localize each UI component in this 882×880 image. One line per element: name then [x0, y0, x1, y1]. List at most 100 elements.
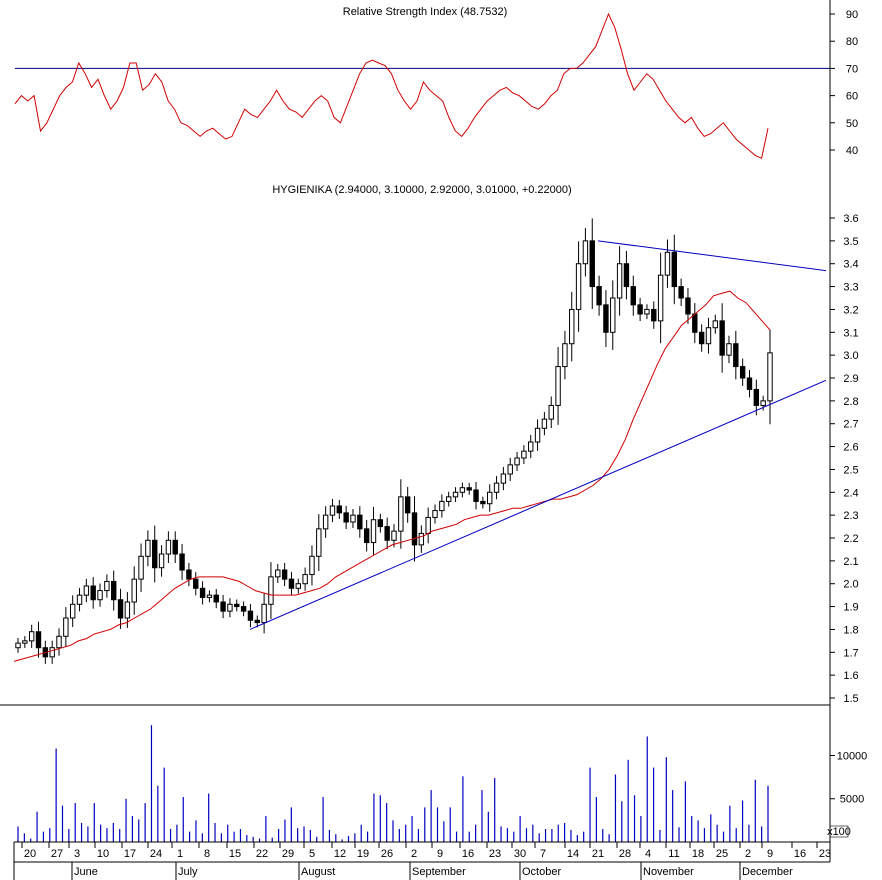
- price-tick-label: 1.5: [843, 693, 858, 705]
- candle-body: [445, 496, 452, 502]
- candle: [302, 567, 308, 591]
- candle-body: [534, 427, 541, 443]
- candle-body: [671, 251, 677, 288]
- candle: [261, 593, 267, 634]
- candle: [377, 513, 384, 533]
- candle-body: [302, 574, 308, 585]
- candle-body: [541, 418, 548, 429]
- x-tick-label: 27: [51, 848, 63, 860]
- candle-body: [145, 539, 151, 557]
- price-tick-label: 2.5: [843, 464, 858, 476]
- candle: [596, 275, 602, 316]
- candle: [514, 451, 520, 471]
- candle-body: [22, 640, 28, 644]
- candle: [322, 506, 329, 538]
- candle: [69, 595, 76, 627]
- candle-body: [657, 274, 664, 322]
- candle-body: [521, 450, 527, 459]
- candle-body: [254, 619, 260, 624]
- candle-body: [83, 585, 90, 596]
- x-tick-label: 19: [357, 848, 369, 860]
- candle-body: [206, 594, 213, 598]
- candle: [534, 419, 541, 451]
- candle-body: [726, 343, 732, 356]
- candle: [678, 278, 684, 306]
- candle: [562, 330, 568, 380]
- candle: [131, 566, 137, 615]
- candle-body: [411, 512, 418, 546]
- candle: [637, 297, 643, 322]
- candle: [275, 563, 281, 583]
- candle: [767, 329, 773, 425]
- candle: [172, 531, 178, 563]
- x-tick-label: 9: [767, 848, 773, 860]
- candle-body: [186, 569, 192, 580]
- candle: [179, 544, 185, 580]
- candle-body: [637, 304, 643, 315]
- candle: [56, 628, 62, 656]
- x-tick-label: 30: [514, 848, 526, 860]
- candle-body: [152, 539, 158, 569]
- candle-body: [575, 263, 582, 310]
- candle-body: [404, 496, 411, 514]
- candle: [692, 303, 698, 344]
- candle-body: [685, 297, 691, 315]
- candle-body: [165, 539, 172, 555]
- candle-body: [90, 585, 96, 601]
- price-tick-label: 3.3: [843, 282, 858, 294]
- candle: [186, 562, 192, 587]
- candle: [343, 505, 349, 530]
- price-tick-label: 2.8: [843, 396, 858, 408]
- rsi-tick-label: 40: [846, 145, 858, 157]
- candle-body: [384, 526, 390, 541]
- candle-body: [493, 482, 500, 493]
- candle: [63, 607, 69, 648]
- candle-body: [193, 578, 199, 589]
- candle: [281, 562, 288, 587]
- candle: [104, 574, 110, 598]
- price-tick-label: 2.0: [843, 579, 858, 591]
- price-y-axis: 1.5 1.6 1.7 1.8 1.9 2.0 2.1 2.2 2.3 2.4 2.5 2.6 2.7 2…: [830, 213, 859, 705]
- month-label: November: [643, 866, 694, 878]
- candle-body: [261, 603, 267, 624]
- x-tick-label: 21: [592, 848, 604, 860]
- candle-body: [582, 240, 589, 265]
- candle: [644, 304, 650, 320]
- candle: [589, 218, 595, 309]
- candle: [418, 525, 425, 553]
- x-tick-labels: 20 27 3 10 17 24 1 8 15 22 29 5 12 19 26 2 9 16 23 30 7 14 21 2…: [21, 842, 831, 860]
- candle: [97, 583, 103, 607]
- x-tick-label: 5: [309, 848, 315, 860]
- candle: [753, 379, 760, 416]
- candle: [582, 228, 589, 277]
- x-tick-label: 28: [619, 848, 631, 860]
- candle-body: [363, 528, 370, 544]
- candle: [528, 434, 534, 459]
- candle: [507, 457, 513, 482]
- price-tick-label: 1.8: [843, 624, 858, 636]
- candle: [473, 482, 479, 510]
- candle: [227, 598, 233, 618]
- candle: [521, 445, 527, 465]
- candle-body: [316, 528, 322, 557]
- candle: [575, 241, 582, 332]
- candle-body: [548, 404, 554, 420]
- candle-body: [268, 576, 274, 605]
- candle-body: [104, 580, 110, 592]
- price-tick-label: 2.6: [843, 442, 858, 454]
- candle-body: [432, 510, 438, 518]
- x-tick-label: 16: [462, 848, 474, 860]
- candle-body: [56, 635, 62, 649]
- volume-panel: 5000 10000 x100: [17, 725, 867, 842]
- x-tick-label: 2: [411, 848, 417, 860]
- candle: [234, 599, 240, 612]
- candle-body: [111, 580, 117, 601]
- candle-body: [76, 594, 83, 605]
- rsi-tick-label: 60: [846, 91, 858, 103]
- candle-body: [179, 553, 185, 571]
- candle-body: [117, 599, 124, 619]
- x-tick-label: 8: [204, 848, 210, 860]
- candle: [384, 517, 390, 550]
- x-tick-label: 20: [24, 848, 36, 860]
- trend-lines: [249, 240, 827, 630]
